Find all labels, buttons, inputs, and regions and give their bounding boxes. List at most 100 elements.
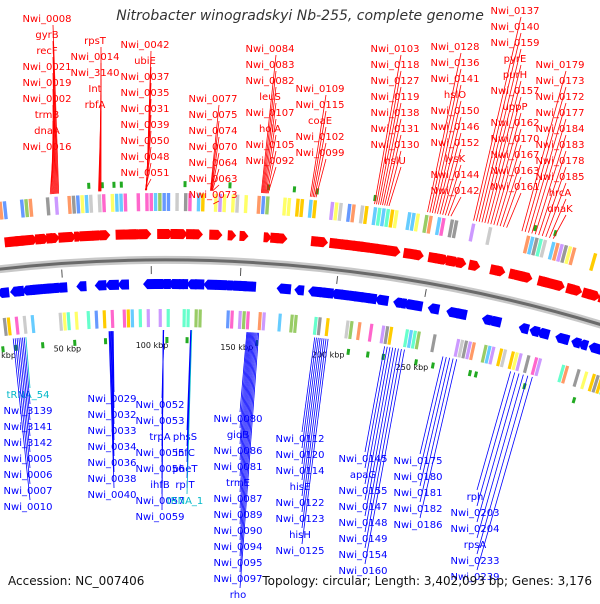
forward-labels-text: Nwi_0031 (121, 104, 170, 115)
forward-cog-ring-block (295, 199, 300, 217)
forward-labels-text: Nwi_0118 (371, 60, 420, 71)
reverse-labels-text: Nwi_0182 (394, 504, 443, 515)
genome-stats-text: Topology: circular; Length: 3,402,093 bp… (262, 574, 592, 588)
reverse-labels: tRNA_54Nwi_3139Nwi_3141Nwi_3142Nwi_0005N… (4, 330, 533, 600)
reverse-labels-text: Nwi_0181 (394, 488, 443, 499)
reverse-labels-leader (420, 357, 446, 470)
reverse-cog-ring-block (23, 316, 28, 334)
forward-labels-text: Nwi_0107 (246, 108, 295, 119)
reverse-labels-text: Nwi_0175 (394, 456, 443, 467)
reverse-labels-text: Nwi_0094 (214, 542, 263, 553)
forward-labels-text: Nwi_0128 (431, 42, 480, 53)
forward-labels-text: Nwi_0073 (189, 190, 238, 201)
forward-labels-text: coaE (308, 116, 332, 127)
forward-cog-ring-block (261, 196, 266, 214)
forward-labels-text: Nwi_0002 (23, 94, 72, 105)
forward-cog-ring-block (485, 227, 492, 245)
forward-labels-text: Nwi_0014 (71, 52, 120, 63)
reverse-feature-ticks-tick (42, 342, 43, 348)
forward-gene-ring-arrow (174, 229, 188, 239)
forward-labels-text: Nwi_0037 (121, 72, 170, 83)
reverse-cog-ring-block (147, 309, 150, 327)
reverse-gene-ring-arrow (375, 295, 389, 306)
forward-labels-text: Nwi_0163 (491, 166, 540, 177)
reverse-labels-leader (477, 372, 515, 506)
reverse-labels-text: Nwi_0086 (214, 446, 263, 457)
reverse-labels-text: Nwi_0114 (276, 466, 325, 477)
reverse-cog-ring-block (246, 311, 250, 329)
forward-feature-ticks-tick (534, 225, 535, 231)
forward-cog-ring-block (85, 195, 89, 213)
reverse-labels-text: hisH (289, 530, 311, 541)
forward-cog-ring-block (265, 196, 270, 214)
forward-gene-ring-arrow (414, 250, 424, 261)
reverse-labels-text: Nwi_0155 (339, 486, 388, 497)
reverse-cog-ring-block (368, 324, 374, 342)
reverse-cog-ring-block (573, 369, 581, 387)
reverse-labels-text: pheT (173, 464, 199, 475)
forward-labels-text: ubiE (134, 56, 156, 67)
forward-labels-text: Nwi_0016 (23, 142, 72, 153)
reverse-labels-text: Nwi_0097 (214, 574, 263, 585)
forward-labels-text: Nwi_0152 (431, 138, 480, 149)
reverse-gene-ring-arrow (294, 285, 304, 295)
forward-cog-ring-block (184, 193, 188, 211)
forward-cog-ring-block (257, 196, 262, 214)
forward-labels-text: Nwi_0105 (246, 140, 295, 151)
reverse-labels-text: Nwi_0040 (88, 490, 137, 501)
forward-labels-text: gyrB (35, 30, 58, 41)
reverse-labels-leader (477, 376, 528, 554)
forward-cog-ring-block (111, 194, 115, 212)
reverse-labels-text: Nwi_0233 (451, 556, 500, 567)
forward-labels-text: Nwi_0075 (189, 110, 238, 121)
forward-cog-ring-block (154, 193, 158, 211)
forward-labels-text: Nwi_0173 (536, 76, 585, 87)
forward-cog-ring-block (76, 195, 80, 213)
reverse-labels-text: phsS (173, 432, 197, 443)
forward-labels-text: Nwi_0021 (23, 62, 72, 73)
reverse-labels-text: Nwi_0180 (394, 472, 443, 483)
reverse-feature-ticks-tick (348, 349, 349, 355)
forward-labels-text: purH (503, 70, 527, 81)
forward-cog-ring-block (244, 195, 248, 213)
reverse-cog-ring-block (242, 311, 246, 329)
forward-cog-ring-block (98, 194, 102, 212)
forward-cog-ring-block (54, 197, 59, 215)
reverse-gene-ring-arrow (118, 279, 130, 289)
reverse-cog-ring-block (15, 316, 20, 334)
reverse-cog-ring-block (87, 311, 91, 329)
forward-labels-text: Int (88, 84, 101, 95)
reverse-feature-ticks-tick (469, 370, 470, 376)
reverse-cog-ring-block (103, 310, 107, 328)
forward-cog-ring-block (589, 253, 597, 271)
forward-labels-text: Nwi_0157 (491, 86, 540, 97)
forward-labels-text: rpsT (84, 36, 107, 47)
forward-cog-ring-block (149, 193, 153, 211)
forward-labels-text: Nwi_0019 (23, 78, 72, 89)
reverse-feature-ticks-tick (367, 352, 368, 358)
reverse-cog-ring-block (167, 309, 170, 327)
reverse-labels-text: Nwi_0038 (88, 474, 137, 485)
forward-labels-text: Nwi_0109 (296, 84, 345, 95)
forward-cog-ring-block (338, 203, 343, 221)
reverse-labels-text: Nwi_0053 (136, 416, 185, 427)
forward-cog-ring-block (312, 200, 317, 218)
forward-labels-text: Nwi_0070 (189, 142, 238, 153)
scale-label: 3400 kbp (0, 351, 16, 360)
reverse-feature-ticks-tick (432, 363, 433, 369)
scale-tick (62, 270, 63, 278)
forward-gene-ring-arrow (275, 233, 288, 244)
reverse-cog-ring-block (293, 315, 298, 333)
reverse-feature-ticks-tick (475, 372, 476, 378)
reverse-labels-text: Nwi_0080 (214, 414, 263, 425)
forward-labels-text: lysK (445, 154, 466, 165)
reverse-cog-ring-block (75, 312, 79, 330)
forward-labels-text: Nwi_0178 (536, 156, 585, 167)
forward-cog-ring-block (3, 201, 8, 219)
forward-cog-ring-block (123, 193, 127, 211)
reverse-cog-ring-block (356, 322, 362, 340)
reverse-labels-text: Nwi_0148 (339, 518, 388, 529)
forward-labels-text: Nwi_0102 (296, 132, 345, 143)
reverse-cog-ring-block (238, 311, 242, 329)
forward-labels-text: Nwi_0084 (246, 44, 295, 55)
